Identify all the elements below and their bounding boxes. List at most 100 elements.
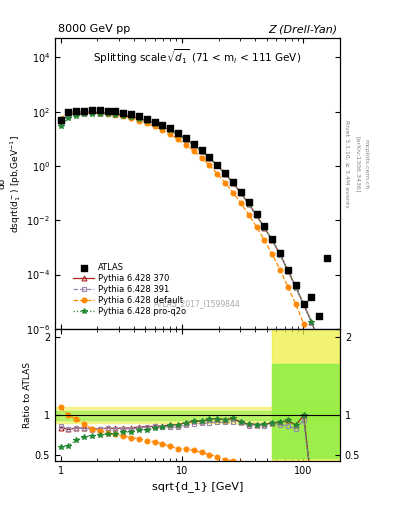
- Pythia 6.428 370: [58, 119, 63, 125]
- Pythia 6.428 default: [58, 116, 63, 122]
- Y-axis label: Ratio to ATLAS: Ratio to ATLAS: [23, 362, 32, 428]
- Pythia 6.428 default: [66, 109, 71, 115]
- Pythia 6.428 pro-q2o: [262, 225, 267, 231]
- Pythia 6.428 370: [137, 115, 141, 121]
- Pythia 6.428 370: [145, 117, 149, 123]
- Pythia 6.428 default: [301, 321, 306, 327]
- Pythia 6.428 default: [199, 155, 204, 161]
- Pythia 6.428 370: [231, 180, 235, 186]
- ATLAS: [89, 106, 95, 114]
- Pythia 6.428 default: [145, 120, 149, 126]
- Pythia 6.428 370: [97, 110, 102, 116]
- Pythia 6.428 370: [309, 319, 314, 325]
- ATLAS: [246, 199, 252, 207]
- Pythia 6.428 default: [223, 180, 228, 186]
- Pythia 6.428 391: [58, 119, 63, 125]
- Pythia 6.428 pro-q2o: [231, 180, 235, 186]
- Pythia 6.428 391: [74, 110, 79, 116]
- Pythia 6.428 391: [137, 115, 141, 121]
- Pythia 6.428 370: [184, 136, 188, 142]
- Pythia 6.428 default: [317, 364, 322, 370]
- Pythia 6.428 391: [105, 110, 110, 116]
- ATLAS: [191, 140, 197, 148]
- Pythia 6.428 pro-q2o: [199, 148, 204, 154]
- Pythia 6.428 default: [137, 117, 141, 123]
- Pythia 6.428 default: [90, 109, 94, 115]
- ATLAS: [316, 312, 323, 320]
- Pythia 6.428 391: [223, 171, 228, 177]
- Pythia 6.428 391: [317, 340, 322, 346]
- Pythia 6.428 pro-q2o: [215, 162, 220, 168]
- Pythia 6.428 default: [215, 170, 220, 177]
- Pythia 6.428 370: [246, 201, 251, 207]
- ATLAS: [151, 118, 158, 126]
- Pythia 6.428 pro-q2o: [137, 116, 141, 122]
- Pythia 6.428 default: [176, 136, 180, 142]
- Pythia 6.428 370: [270, 238, 275, 244]
- Pythia 6.428 pro-q2o: [113, 112, 118, 118]
- Pythia 6.428 391: [199, 148, 204, 155]
- Pythia 6.428 391: [215, 163, 220, 169]
- Pythia 6.428 default: [129, 115, 134, 121]
- Pythia 6.428 370: [317, 340, 322, 346]
- Pythia 6.428 pro-q2o: [82, 111, 86, 117]
- Pythia 6.428 370: [66, 112, 71, 118]
- Pythia 6.428 pro-q2o: [270, 238, 275, 244]
- Pythia 6.428 370: [90, 109, 94, 115]
- Pythia 6.428 370: [191, 142, 196, 148]
- Pythia 6.428 391: [191, 142, 196, 148]
- ATLAS: [175, 129, 181, 137]
- Pythia 6.428 default: [231, 189, 235, 196]
- Pythia 6.428 default: [286, 284, 290, 290]
- Line: Pythia 6.428 default: Pythia 6.428 default: [58, 109, 322, 369]
- ATLAS: [65, 108, 72, 116]
- Pythia 6.428 default: [254, 224, 259, 230]
- Pythia 6.428 370: [223, 170, 228, 177]
- ATLAS: [144, 115, 150, 123]
- Pythia 6.428 370: [294, 284, 298, 290]
- Pythia 6.428 pro-q2o: [239, 190, 243, 196]
- ATLAS: [136, 112, 142, 120]
- Pythia 6.428 391: [176, 132, 180, 138]
- Pythia 6.428 391: [66, 112, 71, 118]
- Pythia 6.428 391: [270, 238, 275, 244]
- Pythia 6.428 pro-q2o: [301, 301, 306, 307]
- Pythia 6.428 370: [129, 113, 134, 119]
- ATLAS: [206, 153, 213, 161]
- Pythia 6.428 370: [262, 225, 267, 231]
- Pythia 6.428 pro-q2o: [207, 155, 212, 161]
- Pythia 6.428 391: [231, 180, 235, 186]
- Pythia 6.428 391: [239, 190, 243, 196]
- ATLAS: [128, 110, 134, 118]
- Pythia 6.428 pro-q2o: [145, 118, 149, 124]
- ATLAS: [105, 106, 111, 115]
- Pythia 6.428 pro-q2o: [105, 111, 110, 117]
- Pythia 6.428 pro-q2o: [246, 201, 251, 207]
- Pythia 6.428 370: [82, 110, 86, 116]
- Pythia 6.428 default: [246, 211, 251, 218]
- ATLAS: [214, 161, 220, 169]
- Pythia 6.428 370: [199, 148, 204, 154]
- ATLAS: [183, 134, 189, 142]
- Pythia 6.428 391: [168, 127, 173, 134]
- Pythia 6.428 391: [145, 118, 149, 124]
- Pythia 6.428 370: [105, 110, 110, 116]
- Pythia 6.428 391: [254, 212, 259, 219]
- Pythia 6.428 391: [207, 155, 212, 161]
- Pythia 6.428 391: [184, 137, 188, 143]
- Pythia 6.428 pro-q2o: [176, 132, 180, 138]
- Text: Z (Drell-Yan): Z (Drell-Yan): [268, 24, 337, 34]
- ATLAS: [293, 281, 299, 289]
- Pythia 6.428 pro-q2o: [168, 127, 173, 133]
- Pythia 6.428 391: [278, 252, 283, 258]
- ATLAS: [309, 293, 315, 301]
- Pythia 6.428 pro-q2o: [309, 319, 314, 325]
- ATLAS: [261, 222, 268, 230]
- Pythia 6.428 default: [239, 200, 243, 206]
- Pythia 6.428 391: [309, 319, 314, 326]
- Pythia 6.428 pro-q2o: [191, 142, 196, 148]
- Pythia 6.428 370: [113, 111, 118, 117]
- Pythia 6.428 default: [184, 142, 188, 148]
- ATLAS: [285, 266, 291, 274]
- Pythia 6.428 pro-q2o: [97, 111, 102, 117]
